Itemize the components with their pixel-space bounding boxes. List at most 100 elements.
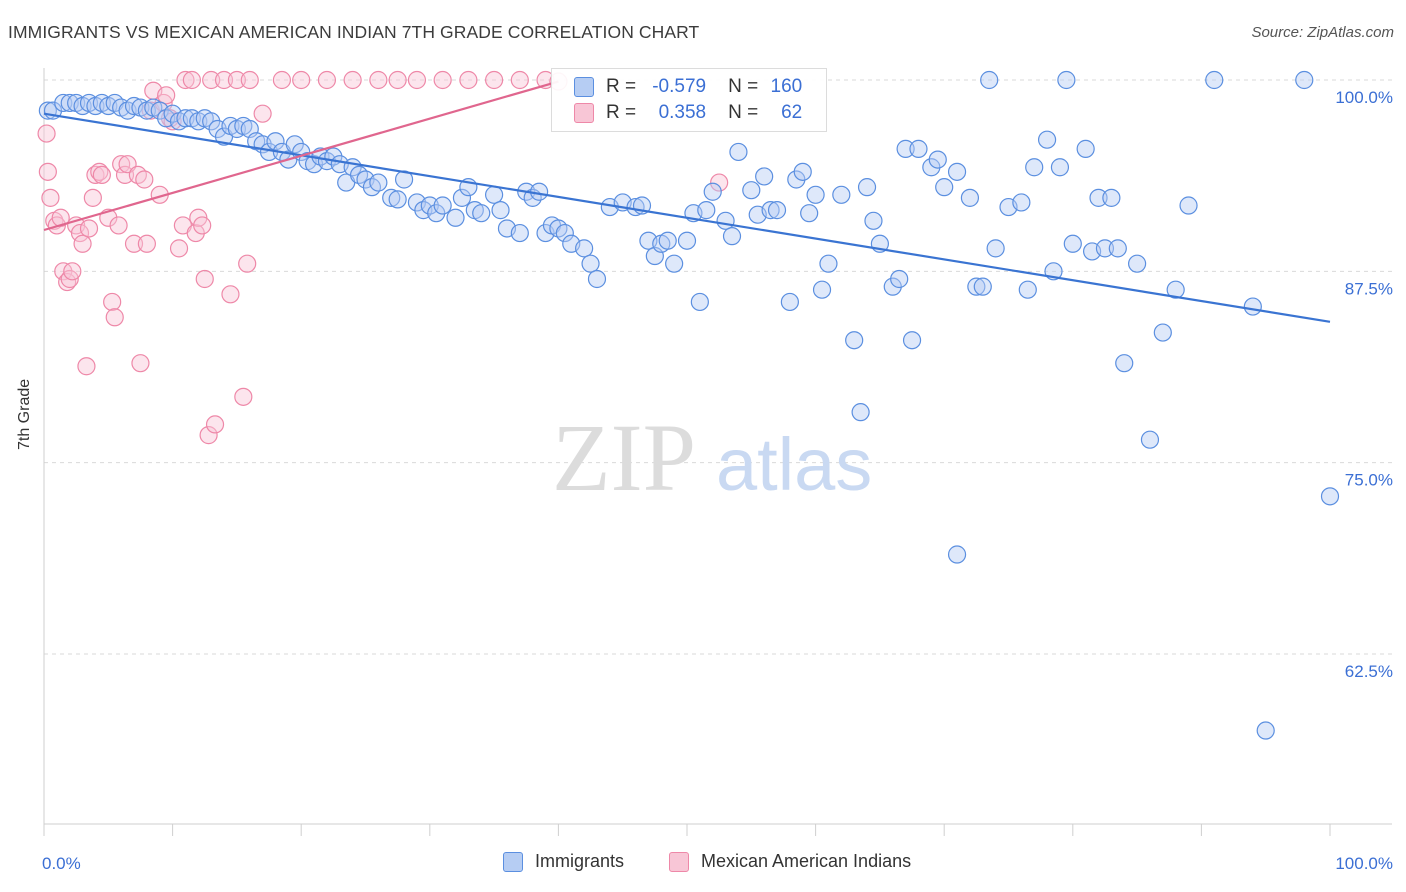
data-point xyxy=(240,70,259,90)
watermark: ZIP atlas xyxy=(552,404,872,511)
data-point xyxy=(131,354,150,373)
chart-title: IMMIGRANTS VS MEXICAN AMERICAN INDIAN 7T… xyxy=(8,22,700,42)
legend-label-mexican-american-indians: Mexican American Indians xyxy=(701,851,912,871)
n-value: 62 xyxy=(781,102,803,123)
grid-lines xyxy=(44,79,1392,655)
data-point xyxy=(459,70,478,90)
data-point xyxy=(928,150,947,169)
data-point xyxy=(1089,188,1108,207)
data-point xyxy=(176,70,195,90)
y-tick-label: 62.5% xyxy=(1345,662,1393,681)
data-point xyxy=(169,239,189,258)
data-point xyxy=(485,70,504,90)
data-point xyxy=(1320,487,1340,506)
data-point xyxy=(575,239,594,258)
data-point xyxy=(1153,323,1172,342)
data-point xyxy=(472,204,491,223)
data-point xyxy=(530,182,549,201)
data-point xyxy=(793,162,812,181)
data-point xyxy=(90,162,109,181)
data-point xyxy=(555,223,574,243)
data-point xyxy=(109,216,128,235)
data-point xyxy=(485,185,504,204)
data-point xyxy=(137,234,156,253)
data-point xyxy=(845,331,864,350)
data-point xyxy=(105,308,124,327)
data-point xyxy=(703,182,722,201)
data-point xyxy=(947,545,967,564)
legend-item-immigrants[interactable]: Immigrants xyxy=(503,851,624,872)
data-point xyxy=(272,70,292,90)
data-point xyxy=(202,70,221,90)
data-point xyxy=(195,269,214,289)
data-point xyxy=(41,188,60,207)
data-point xyxy=(128,165,147,185)
data-point xyxy=(266,132,285,151)
stats-legend: R = -0.579 N = 160 R = 0.358 N = 62 xyxy=(551,68,827,132)
data-point xyxy=(658,231,677,250)
data-point xyxy=(1166,280,1185,299)
data-point xyxy=(1063,234,1082,253)
data-point xyxy=(690,292,709,312)
data-point xyxy=(896,139,915,158)
data-point xyxy=(960,188,980,207)
data-point xyxy=(317,70,337,90)
axes xyxy=(43,68,1392,836)
data-point xyxy=(214,70,234,90)
data-point xyxy=(193,216,212,235)
data-point xyxy=(103,292,122,312)
data-point xyxy=(510,70,529,90)
legend-row-mexican-american-indians: R = 0.358 N = 62 xyxy=(574,100,802,126)
n-label: N = xyxy=(728,102,759,123)
data-point xyxy=(902,331,922,350)
data-point xyxy=(38,162,57,181)
data-point xyxy=(1108,239,1127,258)
data-point xyxy=(135,170,154,189)
data-point xyxy=(292,70,311,90)
data-point xyxy=(227,70,246,90)
data-point xyxy=(1057,70,1076,90)
data-point xyxy=(388,190,407,209)
data-point xyxy=(1025,158,1044,177)
data-point xyxy=(967,277,986,296)
data-point xyxy=(1012,193,1031,212)
y-tick-label: 87.5% xyxy=(1345,279,1393,298)
data-point xyxy=(697,201,716,220)
n-label: N = xyxy=(728,76,759,97)
data-point xyxy=(1295,70,1314,90)
data-point xyxy=(806,185,825,204)
data-point xyxy=(677,231,697,250)
data-point xyxy=(388,70,407,90)
data-point xyxy=(1256,721,1275,740)
data-point xyxy=(157,86,176,105)
data-point xyxy=(1127,254,1147,273)
data-point xyxy=(77,357,96,376)
series-immigrants xyxy=(38,70,1340,740)
data-point xyxy=(234,387,253,406)
data-point xyxy=(665,254,684,273)
data-point xyxy=(433,196,452,215)
r-label: R = xyxy=(606,76,637,97)
x-tick-label-end: 100.0% xyxy=(1335,854,1393,873)
data-point xyxy=(54,93,73,113)
data-point xyxy=(832,185,851,204)
data-point xyxy=(767,201,787,220)
data-point xyxy=(722,227,742,246)
data-point xyxy=(1102,188,1121,207)
tick-labels: 100.0% 87.5% 75.0% 62.5% 0.0% 100.0% xyxy=(42,88,1393,873)
data-point xyxy=(857,178,877,197)
y-tick-label: 100.0% xyxy=(1335,88,1393,107)
data-point xyxy=(935,178,954,197)
data-point xyxy=(1205,70,1224,90)
source-label: Source: ZipAtlas.com xyxy=(1251,24,1394,41)
data-point xyxy=(780,292,799,312)
data-point xyxy=(1050,158,1070,177)
legend-item-mexican-american-indians[interactable]: Mexican American Indians xyxy=(669,851,911,872)
y-tick-label: 75.0% xyxy=(1345,471,1393,490)
data-point xyxy=(58,272,77,292)
r-value: -0.579 xyxy=(652,76,707,97)
data-point xyxy=(729,142,748,162)
data-point xyxy=(452,188,472,207)
data-point xyxy=(238,254,257,273)
mexican-american-indians-swatch xyxy=(669,851,689,872)
